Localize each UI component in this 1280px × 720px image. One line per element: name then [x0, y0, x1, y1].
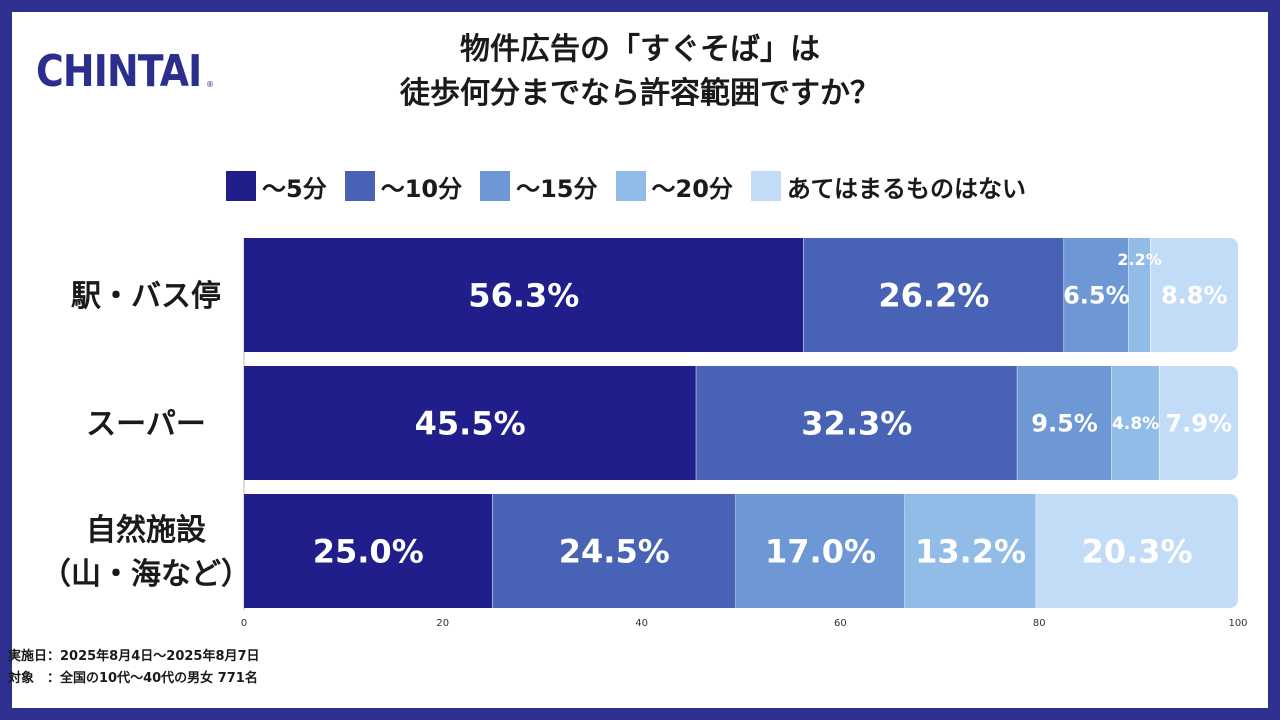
legend-swatch [750, 171, 781, 201]
data-label: 13.2% [915, 533, 1026, 571]
legend-swatch [226, 171, 256, 201]
legend: ～5分 ～10分 ～15分 ～20分 あてはまるものはない [226, 166, 1044, 206]
legend-label: ～5分 [262, 174, 327, 203]
legend-label: ～20分 [651, 174, 733, 203]
category-label-line: スーパー [86, 407, 206, 442]
bar-group [244, 494, 1238, 608]
bar-group [244, 238, 1238, 352]
data-label: 17.0% [765, 533, 876, 571]
x-tick-label: 0 [241, 618, 247, 629]
chintai-logo: CHINTAI ® [36, 40, 216, 104]
survey-target: 対象 ：全国の10代～40代の男女 771名 [8, 671, 258, 686]
category-label-line: 自然施設 [86, 513, 206, 548]
data-label: 20.3% [1082, 533, 1193, 571]
x-tick-label: 60 [834, 618, 847, 629]
category-label: スーパー [86, 407, 206, 442]
bar-segment [1064, 238, 1129, 352]
data-label: 9.5% [1031, 410, 1098, 438]
bar-segment [1128, 238, 1151, 352]
data-label: 32.3% [801, 405, 912, 443]
survey-footer: 実施日：2025年8月4日～2025年8月7日 対象 ：全国の10代～40代の男… [8, 646, 260, 690]
category-label: 駅・バス停 [71, 279, 221, 314]
data-label: 2.2% [1117, 250, 1161, 269]
legend-swatch [615, 171, 646, 201]
data-label: 24.5% [559, 533, 670, 571]
title-line-2: 徒歩何分までなら許容範囲ですか？ [400, 76, 880, 111]
bar-segment [1150, 238, 1238, 352]
bar-segment [1036, 494, 1238, 608]
bar-group [244, 366, 1238, 480]
data-label: 6.5% [1063, 282, 1130, 310]
legend-item-none: あてはまるものはない [750, 169, 1026, 204]
data-label: 7.9% [1165, 410, 1232, 438]
bar-segment [696, 366, 1018, 480]
data-label: 45.5% [415, 405, 526, 443]
data-label: 4.8% [1112, 414, 1159, 434]
bar-segment [736, 494, 906, 608]
data-label: 25.0% [313, 533, 424, 571]
bar-segment [244, 238, 804, 352]
data-label: 26.2% [878, 277, 989, 315]
legend-label: ～15分 [516, 174, 598, 203]
logo-registered-mark: ® [206, 80, 214, 89]
bar-segment [244, 366, 697, 480]
x-tick-label: 100 [1228, 618, 1247, 629]
bar-segment [1017, 366, 1112, 480]
title-line-1: 物件広告の「すぐそば」は [460, 32, 820, 67]
bar-segment [1111, 366, 1160, 480]
category-label: 自然施設 （山・海など） [41, 513, 251, 592]
x-tick-label: 20 [436, 618, 449, 629]
category-label-line: （山・海など） [41, 557, 251, 592]
legend-item-20min: ～20分 [615, 169, 733, 204]
legend-swatch [344, 171, 375, 201]
legend-label: あてはまるものはない [786, 174, 1026, 203]
survey-date: 実施日：2025年8月4日～2025年8月7日 [8, 649, 260, 664]
data-label: 56.3% [468, 277, 579, 315]
legend-item-10min: ～10分 [344, 169, 463, 204]
bar-segment [803, 238, 1065, 352]
legend-swatch [480, 171, 511, 201]
x-tick-label: 40 [635, 618, 648, 629]
x-tick-label: 80 [1033, 618, 1046, 629]
data-label: 8.8% [1161, 282, 1228, 310]
bar-segment [492, 494, 737, 608]
logo-text: CHINTAI [36, 46, 202, 97]
legend-item-5min: ～5分 [226, 169, 327, 204]
legend-item-15min: ～15分 [480, 169, 598, 204]
chart-title: 物件広告の「すぐそば」は 徒歩何分までなら許容範囲ですか？ [300, 28, 980, 116]
bar-segment [244, 494, 493, 608]
category-label-line: 駅・バス停 [71, 279, 221, 314]
legend-label: ～10分 [380, 174, 463, 203]
bar-segment [905, 494, 1037, 608]
bar-segment [1159, 366, 1238, 480]
